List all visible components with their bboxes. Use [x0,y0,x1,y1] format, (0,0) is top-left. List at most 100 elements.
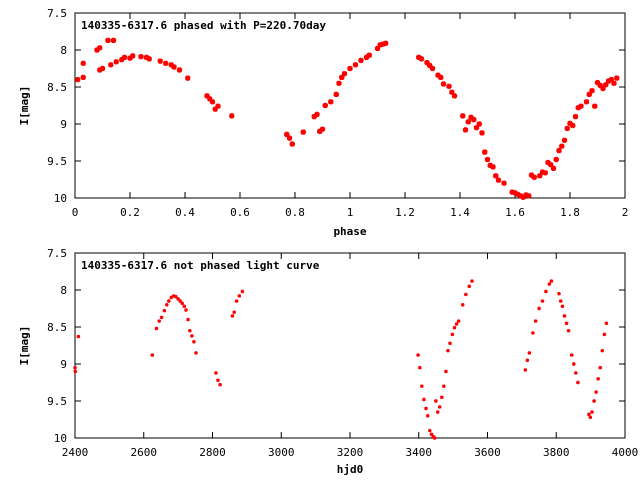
data-point [230,314,235,318]
data-point [209,99,216,105]
data-point [448,341,452,345]
y-tick-label: 9.5 [47,395,67,408]
y-tick-label: 9 [60,358,67,371]
data-point [446,83,452,89]
data-point [176,67,183,73]
data-point [232,310,236,314]
chart-title: 140335-6317.6 not phased light curve [81,259,320,272]
data-point [467,284,471,288]
data-point [562,314,567,318]
data-point [192,340,196,344]
plot-frame [74,252,626,439]
data-point [214,371,218,375]
data-point [420,384,424,388]
x-tick-label: 3200 [337,446,364,459]
data-point [229,113,235,119]
x-tick-label: 0.6 [230,206,250,219]
data-point [493,173,499,179]
x-tick-label: 2800 [199,446,226,459]
data-point [602,332,607,337]
x-axis-label: phase [333,225,366,238]
x-tick-label: 1.8 [560,206,580,219]
data-point [180,301,184,305]
data-point [240,289,245,294]
data-point [438,74,444,80]
chart-title: 140335-6317.6 phased with P=220.70day [81,19,326,32]
data-point [80,74,86,80]
data-point [464,292,468,297]
data-point [440,395,444,399]
data-point [547,282,552,286]
data-point [358,57,364,63]
data-point [523,368,527,372]
data-point [286,135,293,141]
data-point [157,319,161,323]
data-point [167,299,171,303]
data-point [182,304,186,308]
data-point [215,103,221,109]
data-point [484,156,491,163]
data-point [426,414,430,418]
data-point [429,65,436,72]
data-point [383,40,389,46]
data-point [73,366,77,370]
data-point [121,54,128,60]
data-point [366,52,372,58]
data-point [561,137,568,143]
data-point [525,358,530,362]
y-tick-label: 8.5 [47,81,67,94]
data-point [570,122,576,129]
data-point [328,99,334,105]
data-point [598,366,602,370]
data-point [176,297,180,301]
data-point [501,180,507,186]
data-point [347,65,353,72]
data-point [526,193,532,199]
data-point [105,37,111,43]
data-point [590,410,594,414]
x-tick-label: 0.4 [175,206,195,219]
data-point [460,113,466,119]
x-tick-label: 3800 [543,446,570,459]
data-point [533,319,538,323]
data-point [341,71,348,77]
data-point [596,377,600,381]
y-tick-label: 10 [54,192,67,205]
phased-light-curve-panel: 0 0.2 0.4 0.6 0.8 1 1.2 1.4 1.6 1.8 2 7.5 8 8.5 9 9.5 10… [18,7,628,238]
data-point [428,428,432,433]
data-point [442,384,446,388]
data-point [319,126,326,132]
y-tick-label: 8.5 [47,321,67,334]
data-point [572,362,576,366]
data-point [559,143,565,149]
data-point [186,317,190,322]
data-point [452,326,457,330]
data-point [490,164,496,170]
x-tick-label: 0.2 [120,206,140,219]
x-tick-label: 4000 [612,446,639,459]
data-point [434,399,438,403]
x-tick-label: 1.2 [395,206,415,219]
data-point [600,349,604,353]
data-point [461,303,465,307]
data-point [333,91,339,97]
data-point [454,322,459,326]
data-point [550,165,557,171]
data-point [544,289,548,294]
y-axis-label: I[mag] [18,326,31,366]
data-point [531,174,537,180]
data-point [451,93,458,99]
data-point [418,56,425,62]
x-tick-label: 1 [347,206,354,219]
y-tick-label: 7.5 [47,247,67,260]
unphased-light-curve-panel: 2400 2600 2800 3000 3200 3400 3600 3800 4000 7.5 8… [18,247,638,476]
data-point [165,303,169,307]
data-point [185,75,191,81]
data-point [566,329,571,333]
x-axis-label: hjd0 [337,463,364,476]
data-point [73,369,77,374]
data-point [418,366,422,370]
data-point [540,299,545,303]
data-point [146,56,152,62]
